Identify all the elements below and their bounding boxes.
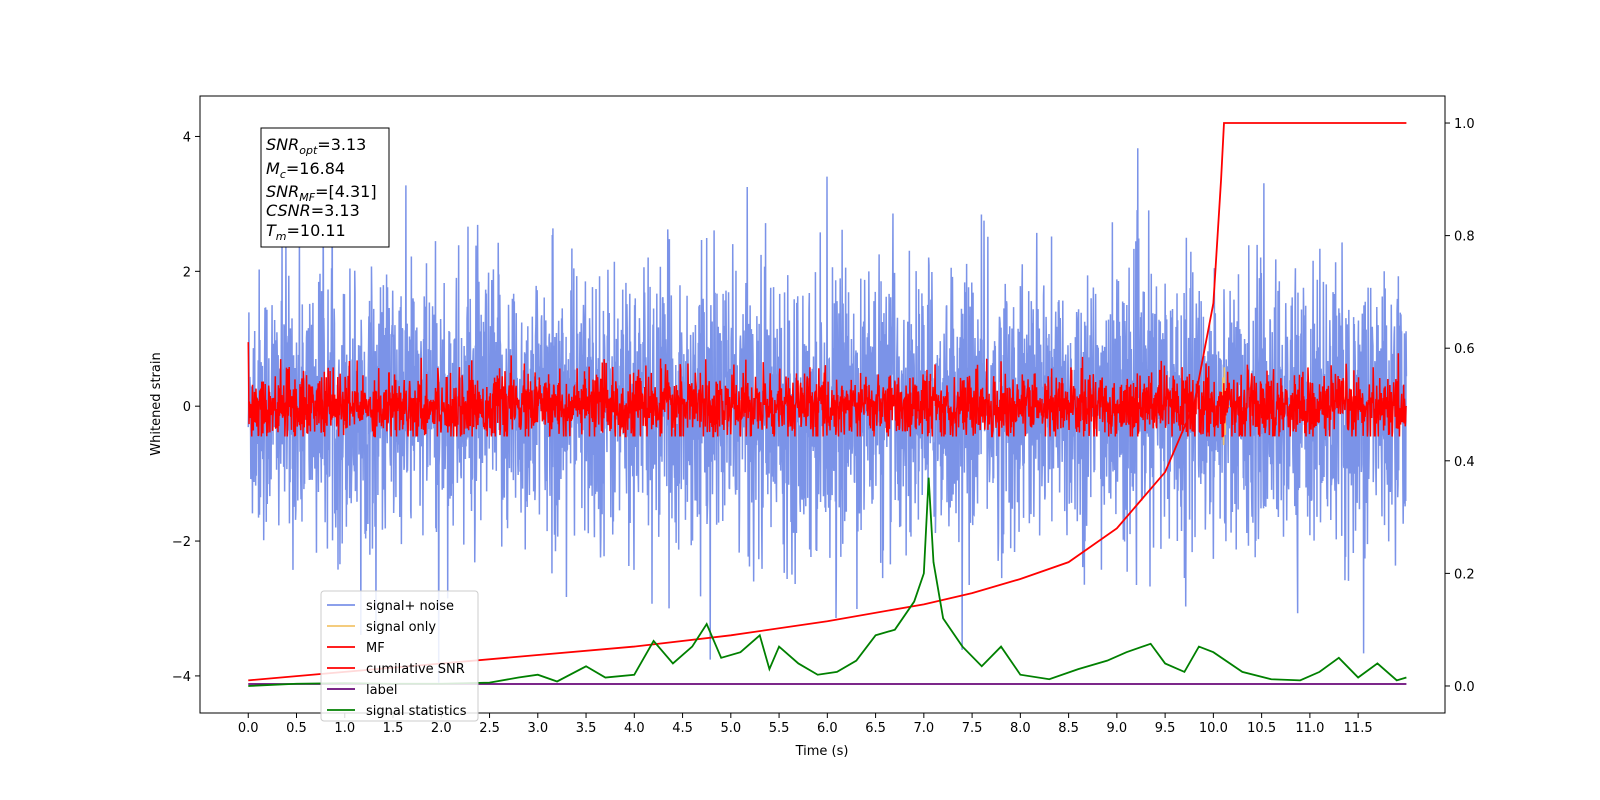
info-snr-mf: SNRMF=[4.31] <box>266 182 377 204</box>
y2-tick-label: 0.8 <box>1454 230 1475 245</box>
series-mf <box>247 342 1408 438</box>
x-tick-label: 8.0 <box>1010 721 1031 736</box>
x-tick-label: 11.5 <box>1344 721 1373 736</box>
x-tick-label: 1.5 <box>383 721 404 736</box>
x-tick-label: 4.5 <box>672 721 693 736</box>
y-tick-label: −2 <box>172 535 191 550</box>
info-snr-opt: SNRopt=3.13 <box>266 135 366 157</box>
x-tick-label: 4.0 <box>624 721 645 736</box>
y2-axis: 1.0 0.8 0.6 0.4 0.2 0.0 <box>1445 117 1475 695</box>
y-axis-label: Whitened strain <box>149 352 164 455</box>
y-tick-label: 0 <box>183 400 191 415</box>
legend-frame <box>320 590 479 722</box>
x-tick-label: 6.5 <box>865 721 886 736</box>
info-mc: Mc=16.84 <box>266 159 345 181</box>
info-box: SNRopt=3.13 Mc=16.84 SNRMF=[4.31] CSNR=3… <box>260 127 390 248</box>
x-tick-label: 2.0 <box>431 721 452 736</box>
x-axis-label: Time (s) <box>795 744 849 759</box>
y-tick-label: −4 <box>172 670 191 685</box>
x-tick-label: 3.5 <box>576 721 597 736</box>
y2-tick-label: 0.4 <box>1454 455 1475 470</box>
legend-label: signal only <box>366 620 436 635</box>
y2-tick-label: 1.0 <box>1454 117 1475 132</box>
x-tick-label: 0.5 <box>286 721 307 736</box>
x-tick-label: 7.0 <box>913 721 934 736</box>
axes-border <box>199 95 1446 714</box>
x-tick-label: 5.5 <box>769 721 790 736</box>
info-tm: Tm=10.11 <box>266 221 346 243</box>
x-tick-label: 1.0 <box>334 721 355 736</box>
y-tick-label: 4 <box>183 130 191 145</box>
series-cumulative-snr <box>248 122 1407 682</box>
x-tick-label: 6.0 <box>817 721 838 736</box>
legend: signal+ noise signal only MF cumilative SNR… <box>320 590 479 722</box>
x-tick-label: 9.0 <box>1107 721 1128 736</box>
x-tick-label: 9.5 <box>1155 721 1176 736</box>
y-axis: 4 2 0 −2 −4 <box>172 130 200 685</box>
legend-label: signal+ noise <box>366 599 454 614</box>
info-box-frame <box>260 127 390 248</box>
y2-tick-label: 0.0 <box>1454 680 1475 695</box>
x-tick-label: 10.0 <box>1199 721 1228 736</box>
series-signal-statistics <box>248 477 1407 687</box>
x-axis: 0.0 0.5 1.0 1.5 2.0 2.5 3.0 3.5 4.0 4.5 5.0 5.5 6.0 6… <box>238 713 1373 736</box>
x-tick-label: 5.0 <box>720 721 741 736</box>
legend-label: signal statistics <box>366 704 467 719</box>
info-csnr: CSNR=3.13 <box>266 201 360 220</box>
x-tick-label: 3.0 <box>527 721 548 736</box>
y-tick-label: 2 <box>183 265 191 280</box>
x-tick-label: 2.5 <box>479 721 500 736</box>
x-tick-label: 11.0 <box>1295 721 1324 736</box>
y2-tick-label: 0.2 <box>1454 567 1475 582</box>
y2-tick-label: 0.6 <box>1454 342 1475 357</box>
x-tick-label: 0.0 <box>238 721 259 736</box>
x-tick-label: 7.5 <box>962 721 983 736</box>
legend-label: cumilative SNR <box>366 662 465 677</box>
x-tick-label: 8.5 <box>1058 721 1079 736</box>
legend-label: MF <box>366 641 385 656</box>
legend-label: label <box>366 683 397 698</box>
x-tick-label: 10.5 <box>1247 721 1276 736</box>
